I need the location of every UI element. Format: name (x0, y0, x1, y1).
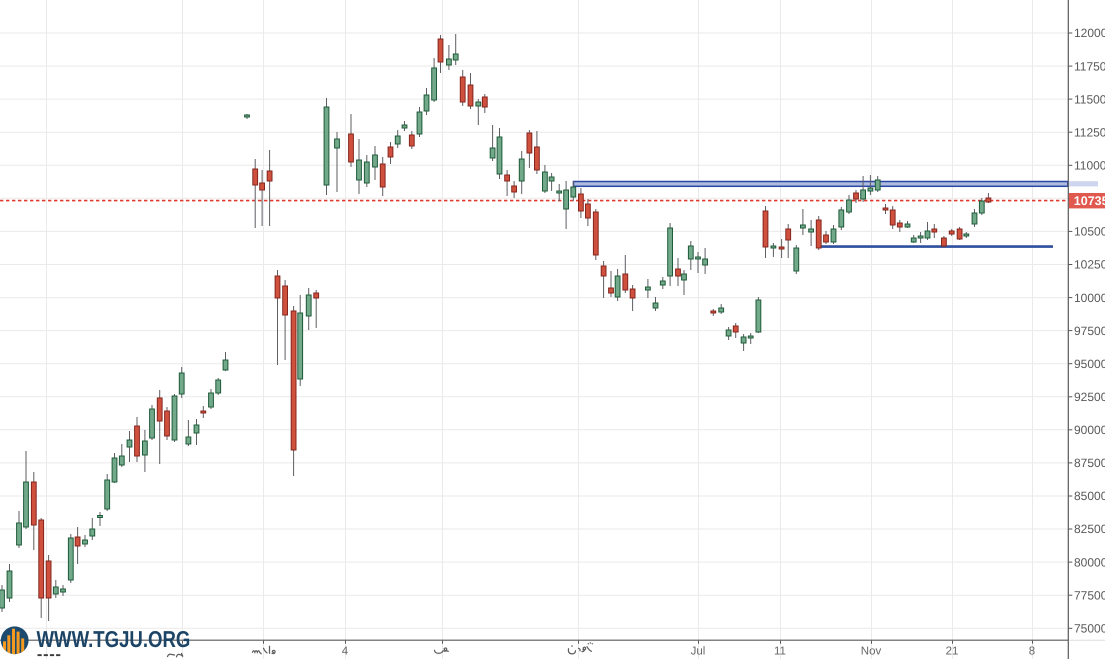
svg-text:80000: 80000 (1074, 555, 1105, 569)
svg-text:82500: 82500 (1074, 522, 1105, 536)
svg-text:117500: 117500 (1074, 59, 1105, 73)
svg-text:112500: 112500 (1074, 125, 1105, 139)
svg-text:WWW.TGJU.ORG: WWW.TGJU.ORG (37, 626, 191, 652)
svg-text:107350: 107350 (1074, 194, 1105, 208)
svg-text:87500: 87500 (1074, 456, 1105, 470)
svg-text:97500: 97500 (1074, 324, 1105, 338)
svg-text:115000: 115000 (1074, 92, 1105, 106)
svg-text:8: 8 (1029, 646, 1035, 658)
svg-text:95000: 95000 (1074, 357, 1105, 371)
svg-text:120000: 120000 (1074, 26, 1105, 40)
svg-text:4: 4 (342, 646, 349, 658)
svg-text:100000: 100000 (1074, 291, 1105, 305)
svg-text:Nov: Nov (861, 646, 882, 658)
svg-text:90000: 90000 (1074, 423, 1105, 437)
svg-text:110000: 110000 (1074, 159, 1105, 173)
svg-text:85000: 85000 (1074, 489, 1105, 503)
svg-text:75000: 75000 (1074, 622, 1105, 636)
svg-text:105000: 105000 (1074, 225, 1105, 239)
svg-text:102500: 102500 (1074, 258, 1105, 272)
svg-text:77500: 77500 (1074, 588, 1105, 602)
svg-text:21: 21 (946, 646, 959, 658)
svg-text:92500: 92500 (1074, 390, 1105, 404)
svg-text:11: 11 (774, 646, 786, 658)
svg-text:Jul: Jul (691, 646, 706, 658)
